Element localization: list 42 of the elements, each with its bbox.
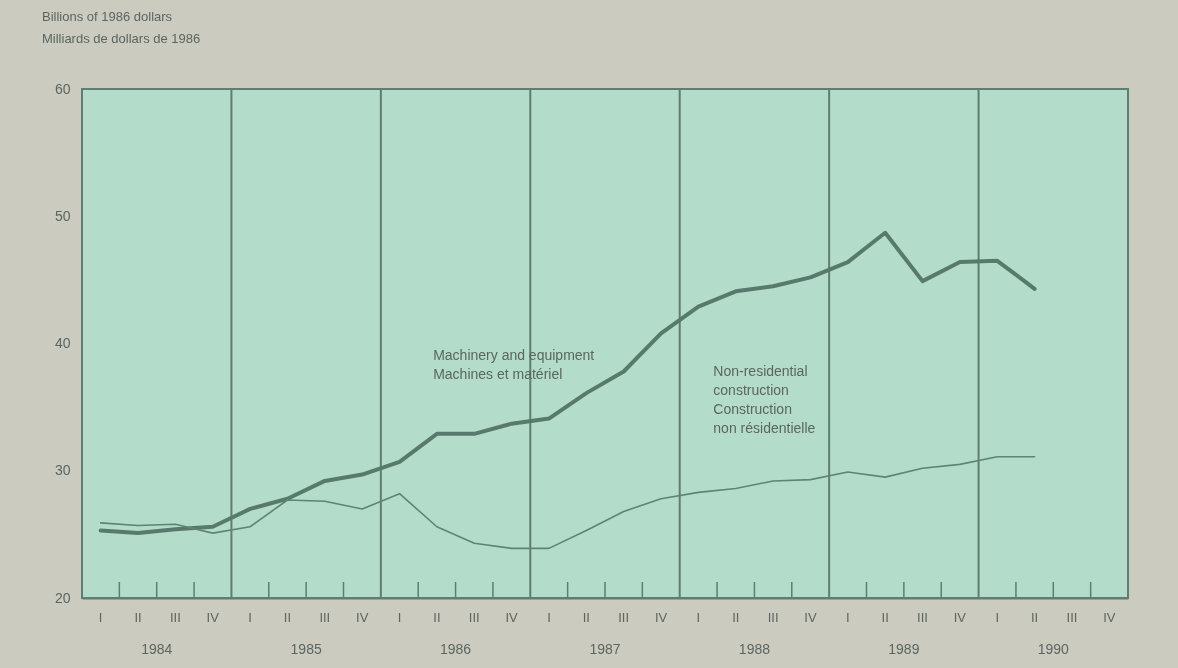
x-tick-label: III [169,610,181,625]
x-tick-label: III [917,610,928,625]
x-tick-label: III [1066,610,1078,625]
x-tick-label: I [995,610,1000,625]
x-tick-label: I [248,610,252,625]
text: 1984 [141,641,173,657]
x-tick-label: IV [356,610,369,625]
text: Non-residential construction Construction non résidentielle [713,363,816,437]
x-tick-label: IV [206,610,220,625]
x-tick-label: III [618,610,630,625]
y-tick-label: 60 [54,80,71,97]
y-axis-title: Billions of 1986 dollars Milliards de dollars de 1986 [42,9,201,46]
x-tick-label: I [846,610,850,625]
text: 1989 [888,641,920,657]
x-tick-label: II [134,610,142,625]
x-tick-label: II [433,610,441,625]
y-tick-label: 50 [54,207,71,224]
x-tick-label: IV [505,610,519,625]
x-tick-label: IV [804,610,817,625]
text: 1985 [290,641,322,657]
text: 1990 [1037,641,1070,657]
text: 1988 [738,641,771,657]
text: 1986 [439,641,472,657]
x-tick-label: III [767,610,779,625]
x-tick-label: II [582,610,590,625]
x-tick-label: IV [1103,610,1116,625]
y-tick-label: 20 [54,589,71,606]
x-tick-label: I [696,610,701,625]
text: 1987 [589,641,621,657]
x-tick-label: II [1030,610,1039,625]
x-tick-label: I [98,610,103,625]
x-tick-label: I [547,610,551,625]
y-tick-label: 40 [54,335,71,351]
x-tick-label: IV [953,610,967,625]
y-tick-label: 30 [54,462,71,479]
x-tick-label: III [319,610,331,625]
x-tick-label: II [881,610,889,625]
x-tick-label: IV [654,610,668,625]
x-tick-label: II [732,610,740,625]
x-tick-label: I [397,610,402,625]
x-tick-label: III [468,610,480,625]
x-tick-label: II [283,610,292,625]
